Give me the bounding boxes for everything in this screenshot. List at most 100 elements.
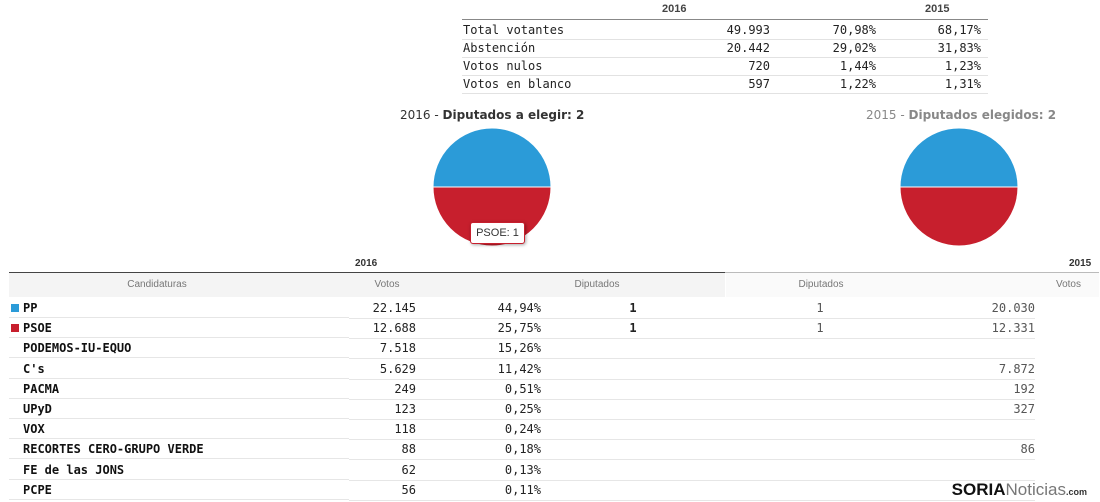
votes-2015: 12.331 [915, 319, 1035, 340]
pct-2016: 0,11% [416, 481, 541, 501]
site-logo: SORIANoticias.com [951, 480, 1087, 499]
pie-title-2015: 2015 - Diputados elegidos: 2 [866, 108, 1057, 122]
party-name: PSOE [9, 319, 349, 339]
summary-label: Votos nulos [463, 59, 543, 73]
seats-2016 [541, 400, 725, 420]
seats-2015 [725, 400, 915, 420]
pct-2016: 0,25% [416, 400, 541, 420]
summary-year-2016: 2016 [662, 3, 687, 15]
party-name: PACMA [9, 380, 349, 399]
header-divider-2015 [725, 272, 1099, 273]
result-row: C's 5.629 11,42% 7.872 [9, 360, 1099, 380]
summary-label: Votos en blanco [463, 77, 572, 91]
summary-year-2015: 2015 [925, 3, 950, 15]
votes-2015: 192 [915, 380, 1035, 400]
votes-2016: 88 [349, 440, 416, 461]
pie-slice-pp[interactable] [899, 127, 1019, 188]
result-row: PCPE 56 0,11% [9, 481, 1099, 501]
seats-2015 [725, 380, 915, 400]
col-header-votos: Votos [305, 273, 469, 297]
party-name: PODEMOS-IU-EQUO [9, 339, 349, 359]
votes-2015: 327 [915, 400, 1035, 420]
seats-2016: 1 [541, 319, 725, 340]
seats-2015 [725, 461, 915, 481]
pie-tooltip: PSOE: 1 [470, 222, 525, 244]
pie-slice-psoe[interactable] [899, 186, 1019, 247]
summary-header-divider [462, 19, 988, 20]
party-color-swatch [11, 324, 19, 333]
pct-2016: 15,26% [416, 339, 541, 360]
votes-2015: 20.030 [915, 299, 1035, 319]
col-header-diputados: Diputados [469, 273, 725, 297]
summary-row: Total votantes 49.993 70,98% 68,17% [462, 21, 988, 40]
seats-2016: 1 [541, 299, 725, 319]
col-header-votos-2015: Votos [916, 273, 1099, 297]
votes-2016: 118 [349, 420, 416, 441]
summary-votes-2016: 20.442 [726, 41, 770, 55]
votes-2015 [915, 420, 1035, 441]
votes-2015 [915, 339, 1035, 360]
result-row: FE de las JONS 62 0,13% [9, 461, 1099, 481]
result-row: VOX 118 0,24% [9, 420, 1099, 441]
seats-2015: 1 [725, 319, 915, 340]
party-color-swatch [11, 304, 19, 312]
votes-2016: 7.518 [349, 339, 416, 360]
summary-label: Abstención [463, 41, 536, 55]
summary-pct-2015: 1,31% [944, 77, 981, 91]
summary-votes-2016: 720 [748, 59, 770, 73]
summary-row: Abstención 20.442 29,02% 31,83% [462, 39, 988, 58]
seats-2015 [725, 420, 915, 441]
pie-chart-2015[interactable] [898, 126, 1020, 248]
col-header-diputados-2015: Diputados [726, 273, 916, 297]
summary-pct-2016: 29,02% [832, 41, 876, 55]
summary-pct-2016: 1,44% [839, 59, 876, 73]
seats-2016 [541, 440, 725, 461]
party-name: FE de las JONS [9, 461, 349, 480]
summary-row: Votos nulos 720 1,44% 1,23% [462, 57, 988, 76]
pct-2016: 0,24% [416, 420, 541, 441]
seats-2015 [725, 360, 915, 380]
result-row: RECORTES CERO-GRUPO VERDE 88 0,18% 86 [9, 440, 1099, 461]
pct-2016: 11,42% [416, 360, 541, 380]
votes-2016: 62 [349, 461, 416, 481]
seats-2015 [725, 440, 915, 461]
seats-2016 [541, 481, 725, 501]
result-row: UPyD 123 0,25% 327 [9, 400, 1099, 420]
seats-2016 [541, 380, 725, 400]
pie-title-2016: 2016 - Diputados a elegir: 2 [400, 108, 585, 122]
summary-pct-2015: 1,23% [944, 59, 981, 73]
pct-2016: 0,51% [416, 380, 541, 400]
col-header-candidaturas: Candidaturas [9, 273, 305, 297]
party-name: PP [9, 299, 349, 318]
votes-2015 [915, 481, 1035, 501]
results-year-2016: 2016 [355, 258, 378, 269]
seats-2015: 1 [725, 299, 915, 319]
results-year-2015: 2015 [1069, 258, 1092, 269]
votes-2016: 56 [349, 481, 416, 501]
pie-slice-pp[interactable] [432, 127, 552, 188]
votes-2016: 249 [349, 380, 416, 400]
summary-votes-2016: 597 [748, 77, 770, 91]
votes-2016: 22.145 [349, 299, 416, 319]
pct-2016: 44,94% [416, 299, 541, 319]
header-divider-2016 [9, 272, 725, 273]
summary-votes-2016: 49.993 [726, 23, 770, 37]
seats-2016 [541, 360, 725, 380]
seats-2016 [541, 339, 725, 360]
summary-pct-2016: 1,22% [839, 77, 876, 91]
result-row: PACMA 249 0,51% 192 [9, 380, 1099, 400]
pct-2016: 0,13% [416, 461, 541, 481]
summary-row: Votos en blanco 597 1,22% 1,31% [462, 75, 988, 94]
party-name: C's [9, 360, 349, 379]
result-row: PP 22.145 44,94% 1 1 20.030 [9, 299, 1099, 319]
seats-2015 [725, 339, 915, 360]
pct-2016: 25,75% [416, 319, 541, 340]
result-row: PODEMOS-IU-EQUO 7.518 15,26% [9, 339, 1099, 360]
pct-2016: 0,18% [416, 440, 541, 461]
party-name: RECORTES CERO-GRUPO VERDE [9, 440, 349, 460]
summary-pct-2016: 70,98% [832, 23, 876, 37]
summary-pct-2015: 68,17% [937, 23, 981, 37]
seats-2015 [725, 481, 915, 501]
party-name: PCPE [9, 481, 349, 500]
summary-label: Total votantes [463, 23, 565, 37]
